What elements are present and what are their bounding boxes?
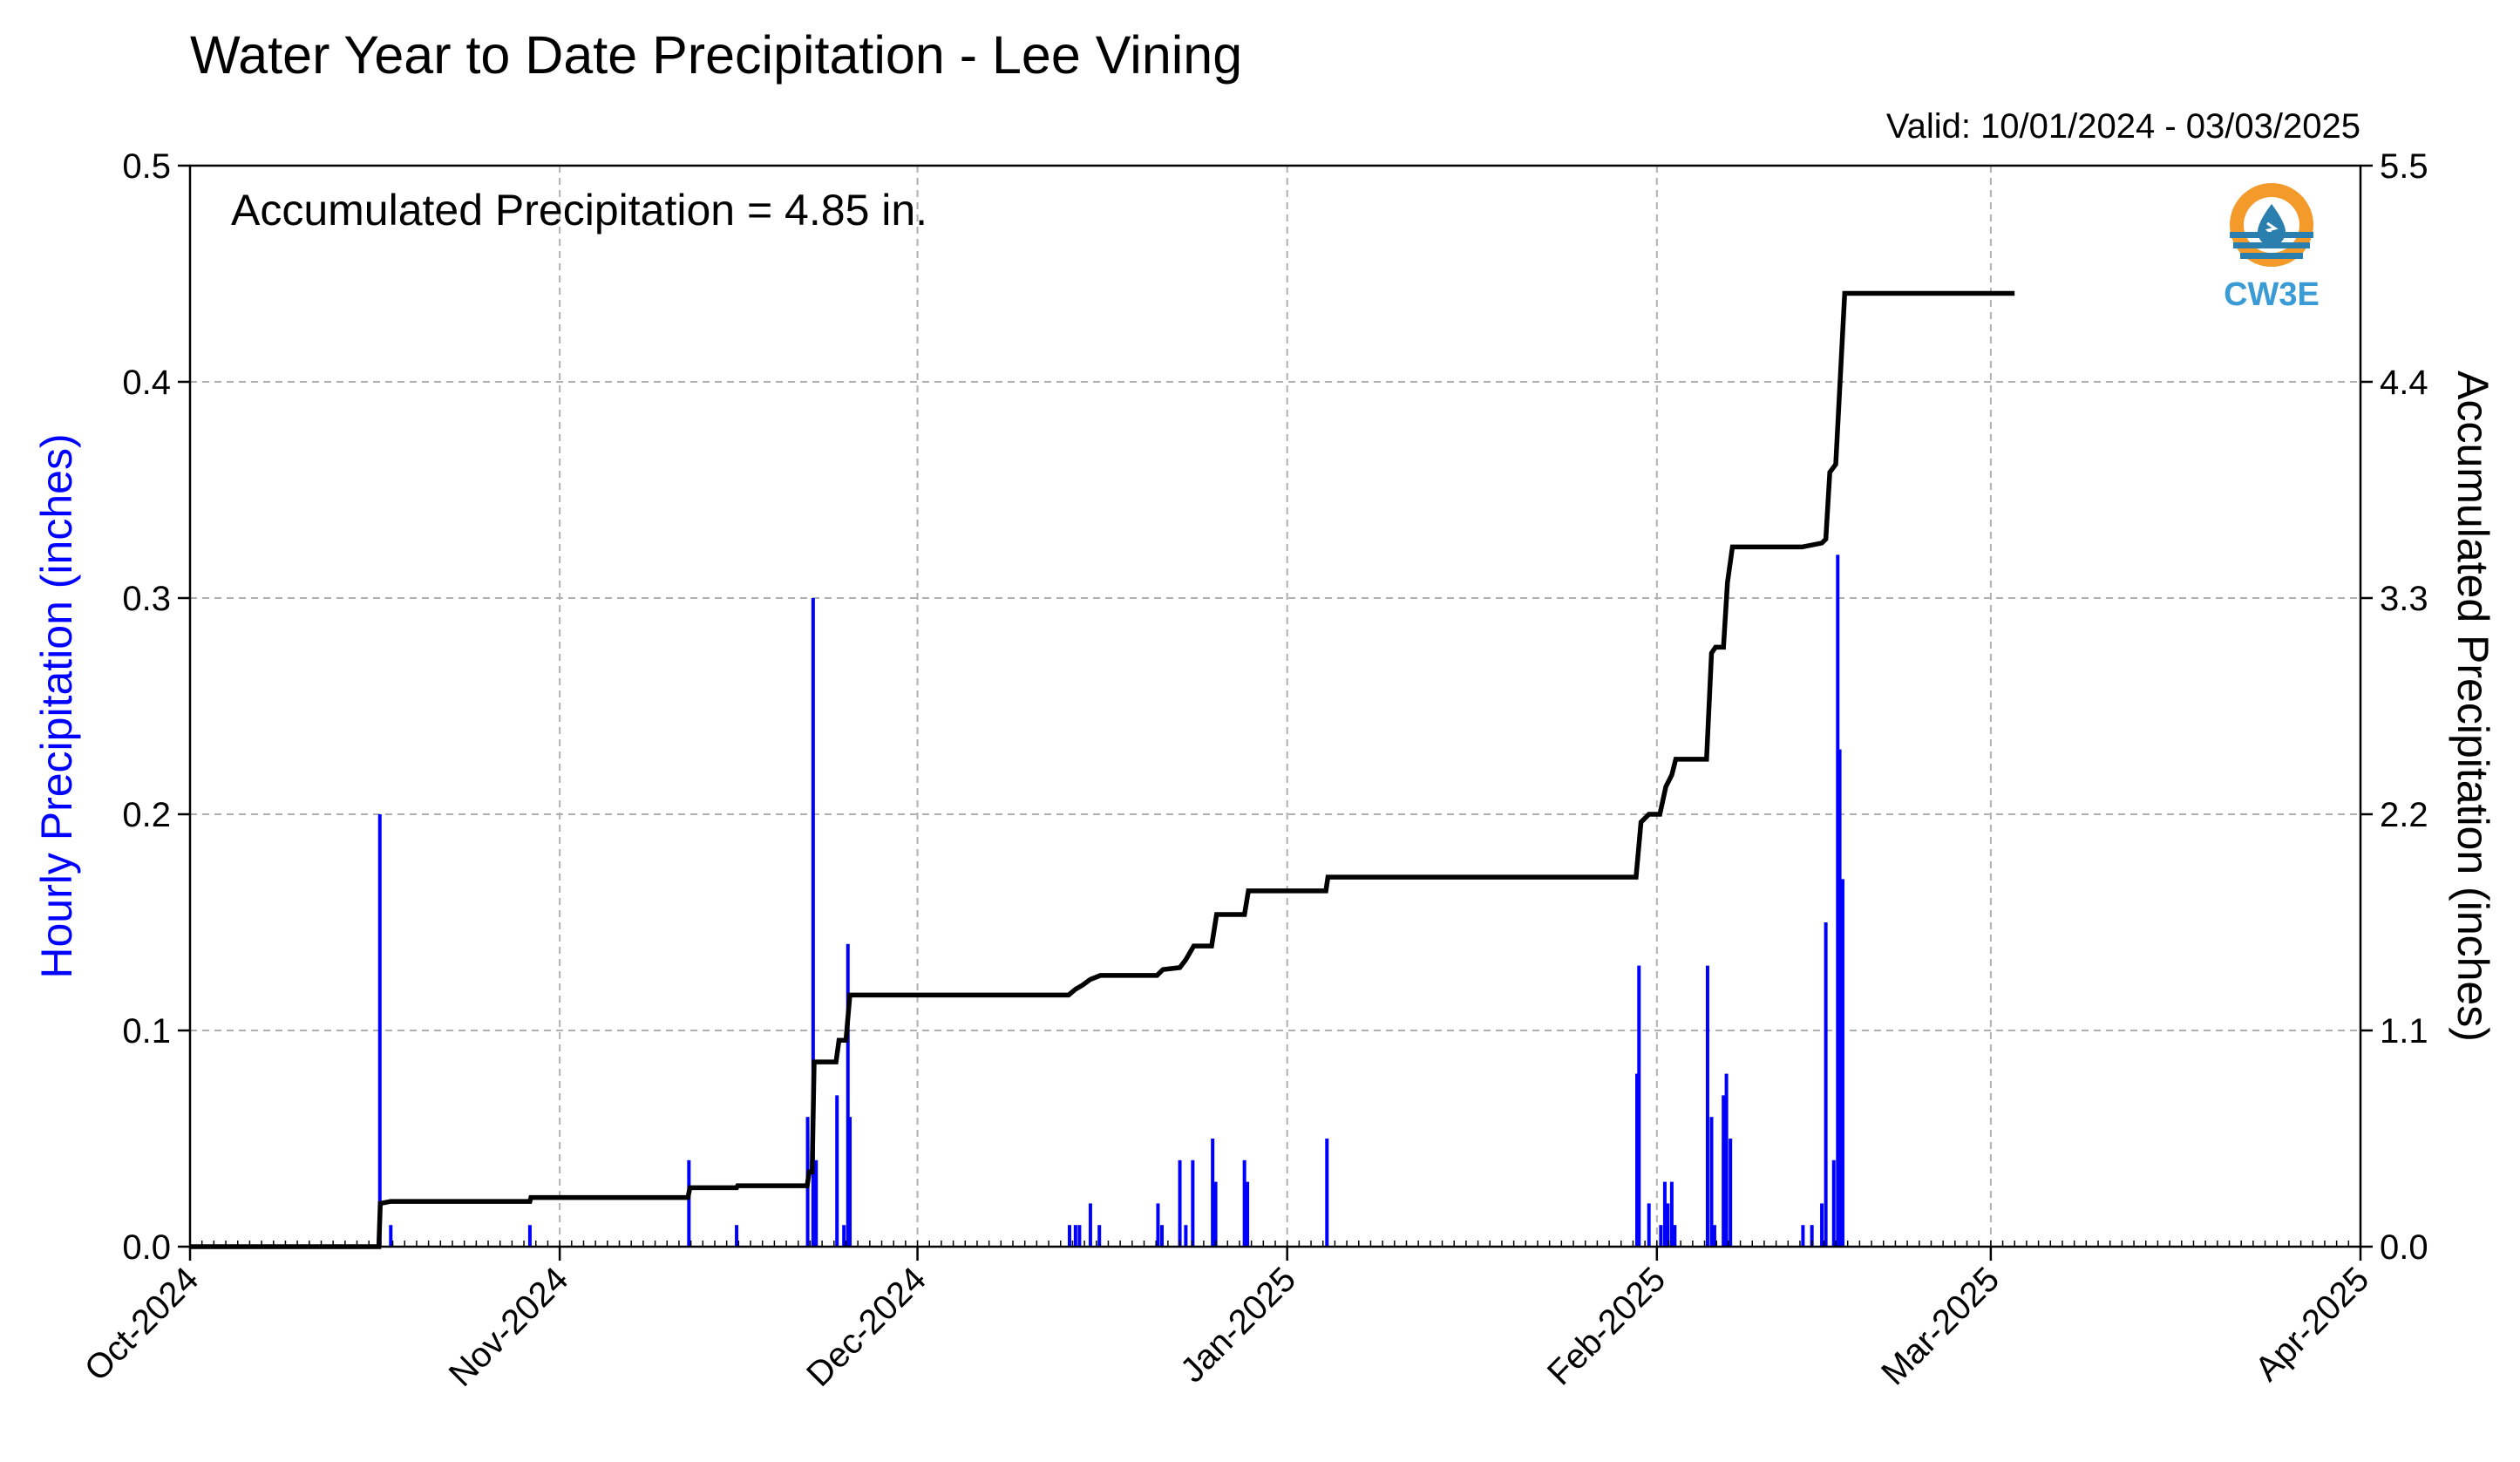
hourly-precip-bar: [377, 814, 382, 1247]
axis-ticks: 0.0 0.1 0.2 0.3 0.4 0.5 0.0 1.1 2.2 3.3 4.4 5.5 Oct-…: [78, 147, 2428, 1394]
hourly-precip-bar: [1067, 1225, 1071, 1247]
hourly-precip-bar: [811, 598, 815, 1247]
y-left-tick-label: 0.5: [122, 147, 171, 186]
hourly-precip-bar: [1841, 879, 1845, 1247]
y-right-tick-label: 3.3: [2380, 580, 2428, 618]
hourly-precip-bar: [1160, 1225, 1165, 1247]
hourly-precip-bar: [1156, 1203, 1160, 1247]
x-tick-label: Apr-2025: [2248, 1260, 2376, 1388]
hourly-precip-bar: [1824, 922, 1828, 1247]
hourly-precip-bar: [1831, 1159, 1836, 1247]
hourly-bars: [377, 554, 1845, 1247]
hourly-precip-bar: [1705, 965, 1709, 1247]
hourly-precip-bar: [1673, 1225, 1677, 1247]
grid-lines: [190, 166, 2360, 1247]
hourly-precip-bar: [1662, 1181, 1667, 1247]
logo-wave-2: [2233, 242, 2310, 248]
hourly-precip-bar: [1213, 1181, 1218, 1247]
hourly-precip-bar: [1801, 1225, 1805, 1247]
x-tick-label: Feb-2025: [1540, 1260, 1673, 1392]
valid-date-range: Valid: 10/01/2024 - 03/03/2025: [1886, 107, 2360, 146]
y-left-tick-label: 0.2: [122, 796, 171, 834]
hourly-precip-bar: [1191, 1159, 1195, 1247]
hourly-precip-bar: [1709, 1117, 1714, 1247]
y-right-tick-label: 1.1: [2380, 1012, 2428, 1051]
y-axis-left-label: Hourly Precipitation (inches): [32, 433, 81, 978]
y-left-tick-label: 0.1: [122, 1012, 171, 1051]
y-right-tick-label: 4.4: [2380, 364, 2428, 402]
hourly-precip-bar: [1637, 965, 1641, 1247]
y-axis-right-label: Accumulated Precipitation (inches): [2449, 371, 2497, 1042]
y-right-tick-label: 5.5: [2380, 147, 2428, 186]
y-right-tick-label: 2.2: [2380, 796, 2428, 834]
hourly-precip-bar: [842, 1225, 846, 1247]
hourly-precip-bar: [1077, 1225, 1082, 1247]
hourly-precip-bar: [1724, 1073, 1729, 1247]
cw3e-logo: CW3E: [2224, 183, 2320, 313]
hourly-precip-bar: [1184, 1225, 1188, 1247]
x-tick-label: Jan-2025: [1173, 1260, 1303, 1390]
accumulated-precip-line: [190, 290, 2015, 1249]
hourly-precip-bar: [1242, 1159, 1246, 1247]
hourly-precip-bar: [1729, 1139, 1733, 1247]
hourly-precip-bar: [835, 1095, 839, 1247]
hourly-precip-bar: [1178, 1159, 1182, 1247]
hourly-precip-bar: [1097, 1225, 1102, 1247]
hourly-precip-bar: [1820, 1203, 1824, 1247]
hourly-precip-bar: [1666, 1203, 1670, 1247]
logo-text: CW3E: [2224, 276, 2320, 313]
y-left-tick-label: 0.4: [122, 364, 171, 402]
y-left-tick-label: 0.0: [122, 1228, 171, 1267]
hourly-precip-bar: [735, 1225, 739, 1247]
hourly-precip-bar: [389, 1225, 393, 1247]
hourly-precip-bar: [1246, 1181, 1250, 1247]
hourly-precip-bar: [1635, 1073, 1639, 1247]
hourly-precip-bar: [1669, 1181, 1674, 1247]
logo-wave-1: [2230, 232, 2313, 238]
hourly-precip-bar: [814, 1159, 818, 1247]
x-tick-label: Nov-2024: [442, 1260, 576, 1394]
x-tick-label: Mar-2025: [1874, 1260, 2007, 1392]
hourly-precip-bar: [848, 1117, 852, 1247]
y-left-tick-label: 0.3: [122, 580, 171, 618]
hourly-precip-bar: [1659, 1225, 1663, 1247]
hourly-precip-bar: [1837, 749, 1842, 1247]
hourly-precip-bar: [1810, 1225, 1814, 1247]
hourly-precip-bar: [1211, 1139, 1215, 1247]
y-right-tick-label: 0.0: [2380, 1228, 2428, 1267]
chart-title: Water Year to Date Precipitation - Lee V…: [190, 25, 1242, 85]
hourly-precip-bar: [687, 1159, 691, 1247]
plot-frame: [188, 164, 2362, 1248]
hourly-precip-bar: [1088, 1203, 1092, 1247]
accumulated-annotation: Accumulated Precipitation = 4.85 in.: [231, 186, 927, 235]
hourly-precip-bar: [1073, 1225, 1077, 1247]
hourly-precip-bar: [1712, 1225, 1716, 1247]
hourly-precip-bar: [846, 943, 850, 1247]
hourly-precip-bar: [1836, 554, 1840, 1247]
hourly-precip-bar: [527, 1225, 532, 1247]
x-tick-label: Dec-2024: [799, 1260, 934, 1394]
hourly-precip-bar: [1722, 1095, 1726, 1247]
x-tick-label: Oct-2024: [78, 1260, 206, 1388]
logo-wave-3: [2240, 253, 2303, 259]
hourly-precip-bar: [1647, 1203, 1651, 1247]
hourly-precip-bar: [1325, 1139, 1329, 1247]
